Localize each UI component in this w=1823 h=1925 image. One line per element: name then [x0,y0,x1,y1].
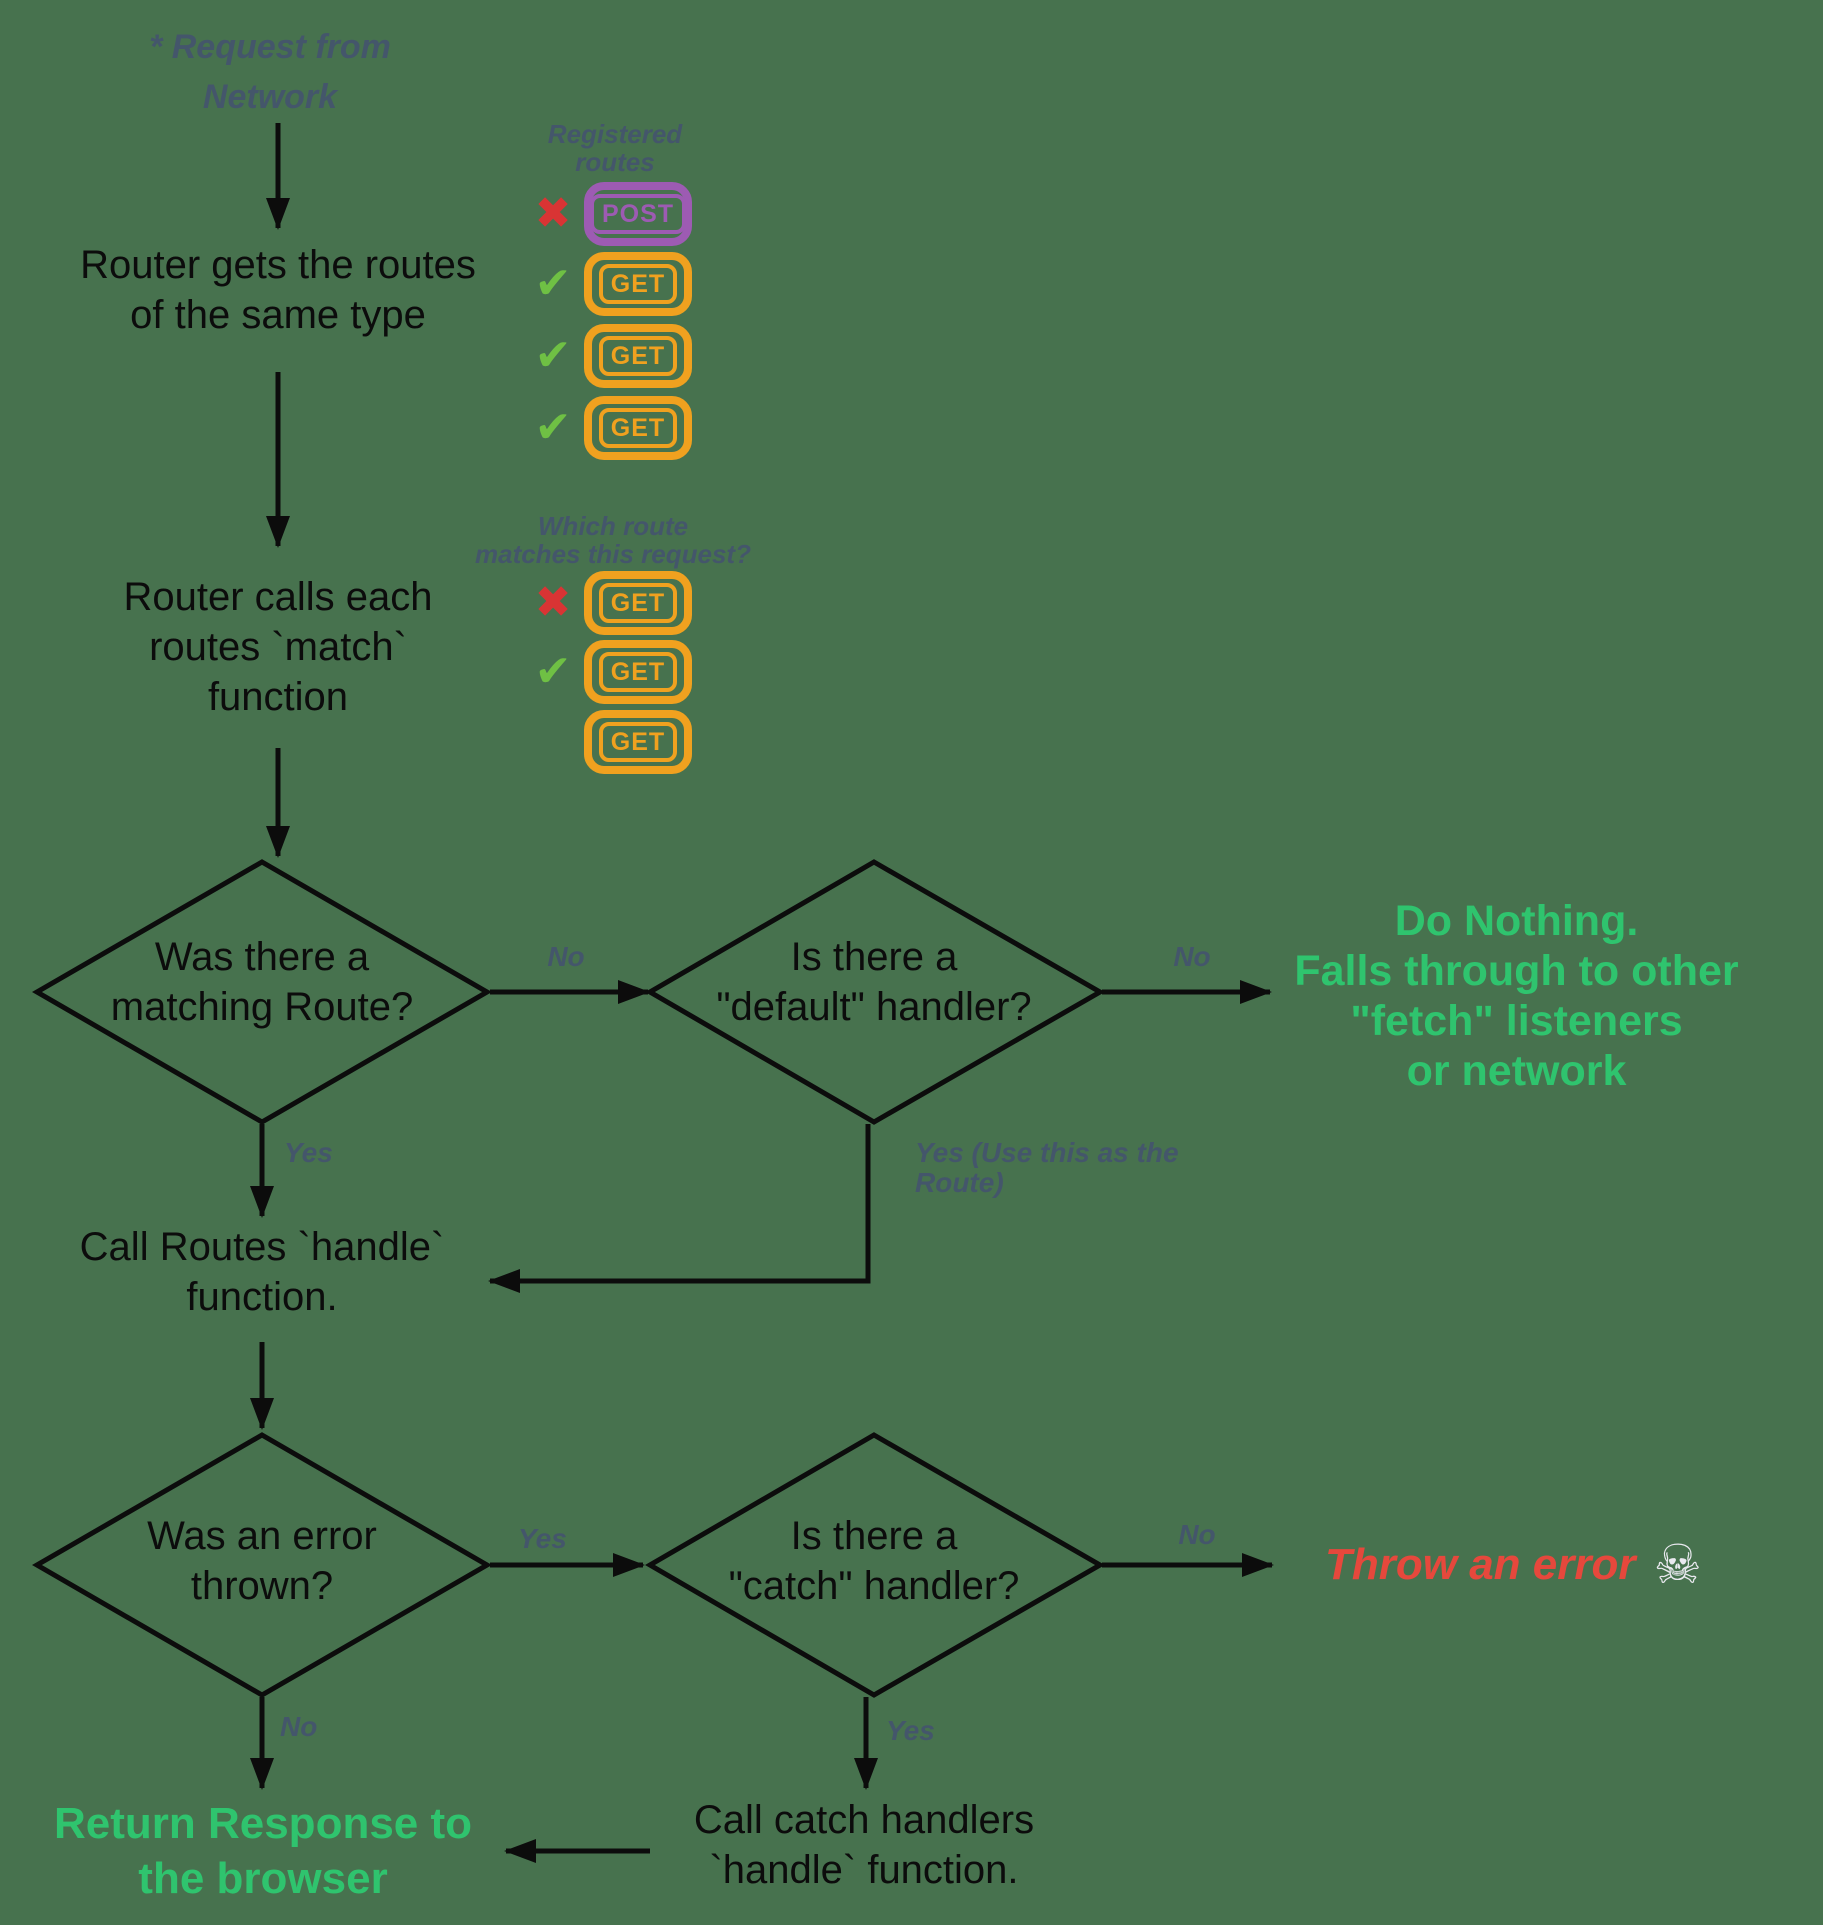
throw-error-text: Throw an error [1325,1540,1636,1589]
check-icon: ✔ [534,258,572,309]
edge-label-yes-default: Yes (Use this as the Route) [915,1137,1179,1198]
diamond-default-handler [645,859,1106,1125]
edge-label-no-error: No [280,1711,318,1742]
registered-route-get-1: ✔ GET [528,252,692,316]
step-get-routes: Router gets the routes of the same type [80,243,476,337]
decision-catch-handler-label: Is there a "catch" handler? [728,1514,1020,1608]
diamond-matching-route [32,859,492,1125]
registered-route-get-3: ✔ GET [528,396,692,460]
route-badge-get: GET [584,396,692,460]
check-icon: ✔ [534,402,572,453]
route-method-label: GET [598,336,678,376]
route-method-label: GET [598,652,678,692]
route-badge-post: POST [584,182,692,246]
route-badge-get: GET [584,710,692,774]
route-method-label: GET [598,583,678,623]
edge-label-yes-error: Yes [518,1523,567,1554]
route-badge-get: GET [584,640,692,704]
outcome-return-response: Return Response to the browser [53,1799,473,1903]
check-icon: ✔ [534,646,572,697]
start-request-label: * Request from Network [149,28,391,116]
route-badge-get: GET [584,324,692,388]
outcome-do-nothing: Do Nothing. Falls through to other "fetc… [1294,897,1739,1095]
edge-label-yes-match: Yes [284,1137,333,1168]
route-method-label: GET [598,722,678,762]
decision-matching-route-label: Was there a matching Route? [110,935,414,1029]
arrow-yes-default-to-call-handle [488,1124,871,1293]
edge-label-no-catch: No [1178,1519,1216,1550]
registered-route-post: ✖ POST [528,182,692,246]
step-call-match: Router calls each routes `match` functio… [123,575,433,719]
edge-label-no-match: No [547,941,585,972]
route-badge-get: GET [584,252,692,316]
cross-icon: ✖ [534,577,572,628]
decision-error-thrown-label: Was an error thrown? [147,1514,377,1608]
registered-route-get-2: ✔ GET [528,324,692,388]
edge-label-yes-catch: Yes [886,1715,935,1746]
skull-crossbones-icon: ☠ [1653,1533,1702,1596]
route-method-label: POST [589,194,687,234]
registered-routes-label: Registered routes [547,119,683,177]
diamond-catch-handler [645,1432,1106,1698]
step-call-handle: Call Routes `handle` function. [79,1225,445,1319]
route-method-label: GET [598,408,678,448]
cross-icon: ✖ [534,188,572,239]
decision-default-handler-label: Is there a "default" handler? [716,935,1032,1029]
route-badge-get: GET [584,571,692,635]
which-route-label: Which route matches this request? [475,511,751,569]
check-icon: ✔ [534,330,572,381]
edge-label-no-default: No [1173,941,1211,972]
diamond-error-thrown [32,1432,492,1698]
outcome-throw-error: Throw an error ☠ [1325,1538,1702,1592]
candidate-route-get-3: GET [528,710,692,774]
candidate-route-get-1: ✖ GET [528,571,692,635]
candidate-route-get-2: ✔ GET [528,640,692,704]
route-method-label: GET [598,264,678,304]
step-call-catch-handle: Call catch handlers `handle` function. [693,1798,1035,1892]
